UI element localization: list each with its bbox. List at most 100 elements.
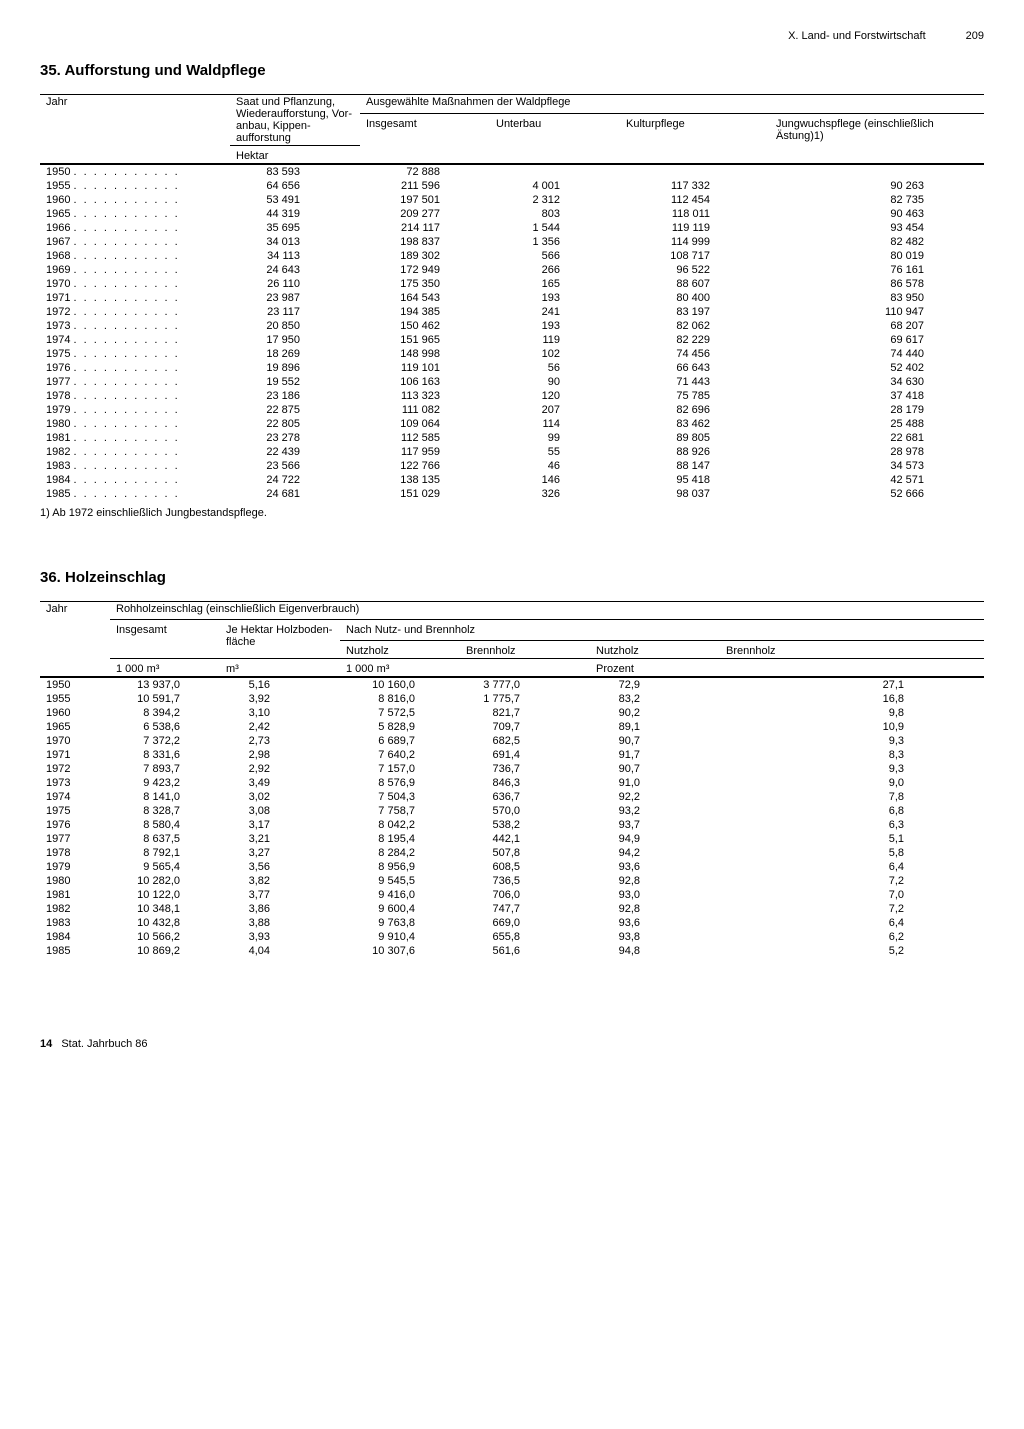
data-cell: 7 893,7 bbox=[110, 762, 220, 776]
data-cell: 113 323 bbox=[360, 389, 490, 403]
col-saat: Saat und Pflanzung, Wiederauf­forstung, … bbox=[230, 95, 360, 146]
data-cell: 2,98 bbox=[220, 748, 340, 762]
data-cell: 93 454 bbox=[770, 221, 984, 235]
data-cell: 122 766 bbox=[360, 459, 490, 473]
table-row: 19768 580,43,178 042,2538,293,76,3 bbox=[40, 818, 984, 832]
data-cell: 17 950 bbox=[230, 333, 360, 347]
table-row: 1980 . . . . . . . . . . .22 805109 0641… bbox=[40, 417, 984, 431]
data-cell: 109 064 bbox=[360, 417, 490, 431]
year-cell: 1971 bbox=[40, 748, 110, 762]
data-cell: 28 179 bbox=[770, 403, 984, 417]
data-cell: 146 bbox=[490, 473, 620, 487]
table-row: 1970 . . . . . . . . . . .26 110175 3501… bbox=[40, 277, 984, 291]
data-cell: 23 987 bbox=[230, 291, 360, 305]
data-cell: 3,21 bbox=[220, 832, 340, 846]
table35: Jahr Saat und Pflanzung, Wiederauf­forst… bbox=[40, 94, 984, 501]
data-cell: 8 141,0 bbox=[110, 790, 220, 804]
year-cell: 1969 . . . . . . . . . . . bbox=[40, 263, 230, 277]
data-cell: 8 816,0 bbox=[340, 692, 460, 706]
data-cell: 2,73 bbox=[220, 734, 340, 748]
data-cell: 442,1 bbox=[460, 832, 590, 846]
year-cell: 1978 . . . . . . . . . . . bbox=[40, 389, 230, 403]
year-cell: 1985 bbox=[40, 944, 110, 958]
data-cell: 6,4 bbox=[720, 860, 984, 874]
data-cell: 19 552 bbox=[230, 375, 360, 389]
data-cell: 111 082 bbox=[360, 403, 490, 417]
data-cell: 538,2 bbox=[460, 818, 590, 832]
data-cell: 214 117 bbox=[360, 221, 490, 235]
data-cell: 9,3 bbox=[720, 734, 984, 748]
data-cell: 68 207 bbox=[770, 319, 984, 333]
data-cell: 106 163 bbox=[360, 375, 490, 389]
data-cell: 7 157,0 bbox=[340, 762, 460, 776]
data-cell: 175 350 bbox=[360, 277, 490, 291]
year-cell: 1979 bbox=[40, 860, 110, 874]
table-row: 198410 566,23,939 910,4655,893,86,2 bbox=[40, 930, 984, 944]
data-cell: 92,2 bbox=[590, 790, 720, 804]
table-row: 1984 . . . . . . . . . . .24 722138 1351… bbox=[40, 473, 984, 487]
year-cell: 1979 . . . . . . . . . . . bbox=[40, 403, 230, 417]
data-cell: 86 578 bbox=[770, 277, 984, 291]
table-row: 198210 348,13,869 600,4747,792,87,2 bbox=[40, 902, 984, 916]
data-cell: 10 282,0 bbox=[110, 874, 220, 888]
data-cell: 669,0 bbox=[460, 916, 590, 930]
data-cell: 27,1 bbox=[720, 678, 984, 692]
data-cell: 88 926 bbox=[620, 445, 770, 459]
year-cell: 1974 . . . . . . . . . . . bbox=[40, 333, 230, 347]
data-cell: 172 949 bbox=[360, 263, 490, 277]
data-cell: 2 312 bbox=[490, 193, 620, 207]
data-cell: 10 591,7 bbox=[110, 692, 220, 706]
data-cell: 9 600,4 bbox=[340, 902, 460, 916]
data-cell: 74 440 bbox=[770, 347, 984, 361]
col-brenn1: Brennholz bbox=[460, 641, 590, 659]
table-row: 1969 . . . . . . . . . . .24 643172 9492… bbox=[40, 263, 984, 277]
chapter-label: X. Land- und Forstwirtschaft bbox=[788, 30, 926, 42]
data-cell: 608,5 bbox=[460, 860, 590, 874]
data-cell: 89,1 bbox=[590, 720, 720, 734]
data-cell: 2,92 bbox=[220, 762, 340, 776]
data-cell: 90 463 bbox=[770, 207, 984, 221]
table-row: 1960 . . . . . . . . . . .53 491197 5012… bbox=[40, 193, 984, 207]
table-row: 1955 . . . . . . . . . . .64 656211 5964… bbox=[40, 179, 984, 193]
data-cell: 148 998 bbox=[360, 347, 490, 361]
year-cell: 1965 . . . . . . . . . . . bbox=[40, 207, 230, 221]
data-cell: 22 439 bbox=[230, 445, 360, 459]
data-cell: 114 999 bbox=[620, 235, 770, 249]
data-cell: 7 640,2 bbox=[340, 748, 460, 762]
data-cell: 4 001 bbox=[490, 179, 620, 193]
year-cell: 1981 bbox=[40, 888, 110, 902]
data-cell: 35 695 bbox=[230, 221, 360, 235]
data-cell: 326 bbox=[490, 487, 620, 501]
year-cell: 1955 . . . . . . . . . . . bbox=[40, 179, 230, 193]
data-cell: 93,2 bbox=[590, 804, 720, 818]
data-cell: 5,2 bbox=[720, 944, 984, 958]
data-cell: 83 197 bbox=[620, 305, 770, 319]
data-cell: 93,7 bbox=[590, 818, 720, 832]
col-nutz2: Nutzholz bbox=[590, 641, 720, 659]
data-cell: 119 119 bbox=[620, 221, 770, 235]
data-cell: 13 937,0 bbox=[110, 678, 220, 692]
data-cell: 151 029 bbox=[360, 487, 490, 501]
data-cell: 3,56 bbox=[220, 860, 340, 874]
data-cell: 83 950 bbox=[770, 291, 984, 305]
data-cell: 6 538,6 bbox=[110, 720, 220, 734]
year-cell: 1971 . . . . . . . . . . . bbox=[40, 291, 230, 305]
data-cell: 5,1 bbox=[720, 832, 984, 846]
year-cell: 1983 . . . . . . . . . . . bbox=[40, 459, 230, 473]
year-cell: 1950 bbox=[40, 678, 110, 692]
data-cell: 3,82 bbox=[220, 874, 340, 888]
data-cell: 66 643 bbox=[620, 361, 770, 375]
data-cell: 9 416,0 bbox=[340, 888, 460, 902]
year-cell: 1981 . . . . . . . . . . . bbox=[40, 431, 230, 445]
data-cell: 8 394,2 bbox=[110, 706, 220, 720]
data-cell: 197 501 bbox=[360, 193, 490, 207]
col-insg: Insgesamt bbox=[110, 620, 220, 659]
data-cell: 88 147 bbox=[620, 459, 770, 473]
table-row: 19608 394,23,107 572,5821,790,29,8 bbox=[40, 706, 984, 720]
table-row: 19748 141,03,027 504,3636,792,27,8 bbox=[40, 790, 984, 804]
table-row: 19799 565,43,568 956,9608,593,66,4 bbox=[40, 860, 984, 874]
data-cell: 6,2 bbox=[720, 930, 984, 944]
table-row: 1950 . . . . . . . . . . .83 59372 888 bbox=[40, 165, 984, 179]
data-cell: 193 bbox=[490, 319, 620, 333]
table-row: 195510 591,73,928 816,01 775,783,216,8 bbox=[40, 692, 984, 706]
